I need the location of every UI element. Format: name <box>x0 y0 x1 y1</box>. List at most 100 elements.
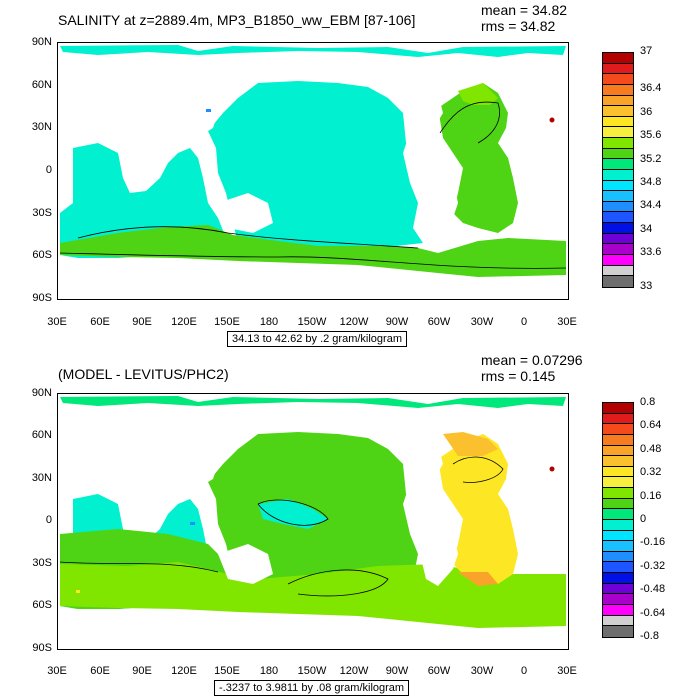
colorbar-swatch <box>603 212 633 223</box>
p1-xlabel-0: 0 <box>520 316 528 328</box>
colorbar-swatch <box>603 74 633 85</box>
p1-xlabel-60w: 60W <box>427 316 451 328</box>
p2-xlabel-0: 0 <box>520 665 528 677</box>
colorbar-swatch <box>603 116 633 128</box>
p2-cbar-label: 0.64 <box>640 419 662 431</box>
p2-cbar-label: -0.8 <box>640 630 659 642</box>
p2-cbar-label: 0.8 <box>640 396 656 408</box>
p1-ylabel-30s: 30S <box>32 207 52 219</box>
colorbar-swatch <box>603 594 633 605</box>
p1-cbar-label: 33.6 <box>640 246 662 258</box>
p2-cbar-label: -0.48 <box>640 583 666 595</box>
p2-cbar-label: 0.48 <box>640 443 662 455</box>
p1-cbar-label: 37 <box>640 45 653 57</box>
p1-ylabel-60s: 60S <box>32 249 52 261</box>
p1-xlabel-120w: 120W <box>339 316 369 328</box>
colorbar-swatch <box>603 148 633 160</box>
panel-1-contour-info: 34.13 to 42.62 by .2 gram/kilogram <box>227 331 407 347</box>
salinity-map-field <box>58 45 568 299</box>
p2-cbar-label: -0.16 <box>640 536 666 548</box>
p1-xlabel-30w: 30W <box>470 316 494 328</box>
colorbar-swatch <box>603 233 633 245</box>
panel-1-colorbar <box>602 52 634 288</box>
colorbar-swatch <box>603 106 633 117</box>
p2-xlabel-30w: 30W <box>470 665 494 677</box>
p2-xlabel-30e: 30E <box>47 665 67 677</box>
p1-cbar-label: 34.8 <box>640 176 662 188</box>
p2-ylabel-0: 0 <box>45 514 52 526</box>
colorbar-swatch <box>603 276 633 287</box>
colorbar-swatch <box>603 615 633 627</box>
colorbar-swatch <box>603 434 633 446</box>
panel-2-title: (MODEL - LEVITUS/PHC2) <box>58 366 229 382</box>
colorbar-swatch <box>603 127 633 138</box>
difference-map <box>57 393 569 650</box>
difference-map-field <box>58 396 568 649</box>
colorbar-swatch <box>603 456 633 467</box>
panel-2-rms: rms = 0.145 <box>481 368 556 384</box>
p2-xlabel-60e: 60E <box>90 665 110 677</box>
p1-xlabel-150w: 150W <box>297 316 327 328</box>
colorbar-swatch <box>603 191 633 202</box>
p2-xlabel-90w: 90W <box>385 665 409 677</box>
p1-ylabel-90n: 90N <box>31 36 52 48</box>
p1-xlabel-90w: 90W <box>385 316 409 328</box>
panel-1-rms: rms = 34.82 <box>481 18 556 34</box>
p1-xlabel-120e: 120E <box>171 316 197 328</box>
colorbar-swatch <box>603 626 633 637</box>
colorbar-swatch <box>603 180 633 192</box>
p1-cbar-label: 34 <box>640 223 653 235</box>
colorbar-swatch <box>603 53 633 64</box>
p1-xlabel-180: 180 <box>259 316 279 328</box>
colorbar-swatch <box>603 604 633 616</box>
p2-ylabel-60s: 60S <box>32 599 52 611</box>
colorbar-swatch <box>603 573 633 584</box>
colorbar-swatch <box>603 254 633 266</box>
colorbar-swatch <box>603 583 633 595</box>
colorbar-swatch <box>603 95 633 107</box>
p2-xlabel-120e: 120E <box>171 665 197 677</box>
colorbar-swatch <box>603 84 633 96</box>
p1-xlabel-60e: 60E <box>90 316 110 328</box>
p2-xlabel-180: 180 <box>259 665 279 677</box>
colorbar-swatch <box>603 519 633 531</box>
colorbar-swatch <box>603 223 633 234</box>
p2-xlabel-150w: 150W <box>297 665 327 677</box>
colorbar-swatch <box>603 466 633 478</box>
p2-ylabel-30s: 30S <box>32 557 52 569</box>
panel-1-title: SALINITY at z=2889.4m, MP3_B1850_ww_EBM … <box>58 12 416 28</box>
colorbar-swatch <box>603 445 633 457</box>
p2-cbar-label: -0.32 <box>640 560 666 572</box>
colorbar-swatch <box>603 477 633 488</box>
colorbar-swatch <box>603 265 633 277</box>
p1-ylabel-30n: 30N <box>31 121 52 133</box>
colorbar-swatch <box>603 413 633 425</box>
p1-cbar-label: 35.6 <box>640 129 662 141</box>
p2-xlabel-60w: 60W <box>427 665 451 677</box>
p2-ylabel-30n: 30N <box>31 472 52 484</box>
p1-ylabel-0: 0 <box>45 164 52 176</box>
p2-ylabel-90s: 90S <box>32 642 52 654</box>
colorbar-swatch <box>603 244 633 255</box>
p2-xlabel-120w: 120W <box>339 665 369 677</box>
p2-cbar-label: 0 <box>640 513 647 525</box>
panel-2-mean: mean = 0.07296 <box>481 352 583 368</box>
colorbar-swatch <box>603 498 633 510</box>
colorbar-swatch <box>603 201 633 213</box>
p2-xlabel-150e: 150E <box>214 665 240 677</box>
p2-cbar-label: 0.32 <box>640 466 662 478</box>
p1-cbar-label: 35.2 <box>640 153 662 165</box>
colorbar-swatch <box>603 169 633 181</box>
p2-cbar-label: 0.16 <box>640 490 662 502</box>
colorbar-swatch <box>603 424 633 435</box>
colorbar-swatch <box>603 488 633 499</box>
salinity-map <box>57 42 569 300</box>
panel-2-contour-info: -.3237 to 3.9811 by .08 gram/kilogram <box>214 680 410 696</box>
p1-xlabel-150e: 150E <box>214 316 240 328</box>
p2-cbar-label: -0.64 <box>640 607 666 619</box>
p2-xlabel-30e-end: 30E <box>557 665 577 677</box>
p2-xlabel-90e: 90E <box>132 665 152 677</box>
panel-1-mean: mean = 34.82 <box>481 2 568 18</box>
colorbar-swatch <box>603 63 633 75</box>
colorbar-swatch <box>603 562 633 573</box>
